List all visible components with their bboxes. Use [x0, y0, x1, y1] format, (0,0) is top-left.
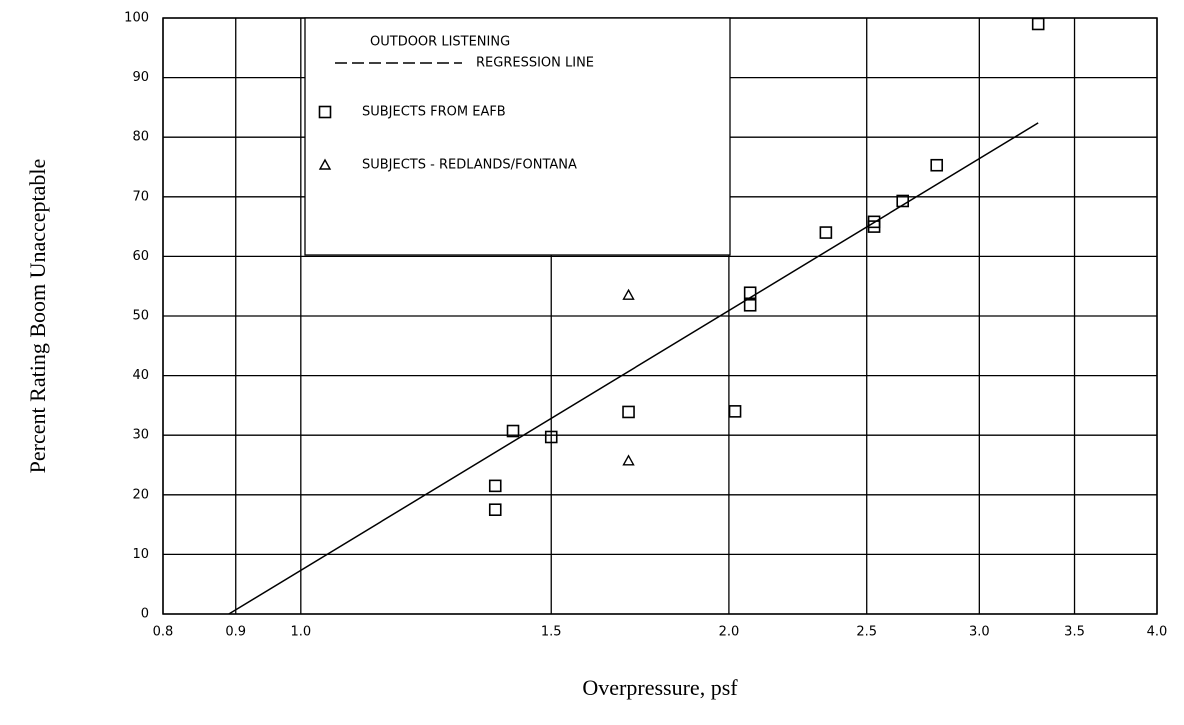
x-tick-label: 2.5	[856, 625, 877, 640]
square-marker	[867, 220, 881, 233]
y-axis-label: Percent Rating Boom Unacceptable	[25, 159, 50, 474]
square-marker	[819, 226, 833, 239]
x-tick-label: 0.8	[153, 625, 174, 640]
y-tick-label: 90	[132, 70, 149, 85]
legend-title: OUTDOOR LISTENING	[370, 35, 510, 50]
square-marker	[930, 158, 944, 172]
x-tick-label: 4.0	[1147, 625, 1168, 640]
square-marker	[743, 286, 757, 300]
x-tick-label: 2.0	[719, 625, 740, 640]
y-tick-label: 80	[132, 130, 149, 145]
y-tick-label: 30	[132, 428, 149, 443]
square-marker	[318, 105, 332, 119]
square-marker	[544, 430, 558, 444]
y-tick-label: 20	[132, 487, 149, 502]
square-marker	[743, 298, 757, 312]
y-tick-label: 0	[141, 607, 149, 622]
square-marker	[488, 479, 502, 493]
legend-label: REGRESSION LINE	[476, 56, 594, 71]
x-axis-label: Overpressure, psf	[582, 675, 738, 700]
legend-label: SUBJECTS - REDLANDS/FONTANA	[362, 158, 577, 173]
triangle-marker	[318, 158, 332, 170]
x-tick-label: 3.0	[969, 625, 990, 640]
y-tick-label: 70	[132, 189, 149, 204]
x-tick-label: 0.9	[225, 625, 246, 640]
x-tick-label: 3.5	[1064, 625, 1085, 640]
x-tick-label: 1.0	[290, 625, 311, 640]
y-tick-label: 60	[132, 249, 149, 264]
y-tick-label: 50	[132, 309, 149, 324]
regression-line	[228, 122, 1039, 615]
square-marker	[488, 503, 502, 517]
square-marker	[896, 194, 910, 208]
y-tick-label: 100	[124, 11, 149, 26]
legend-box	[304, 17, 731, 256]
x-tick-label: 1.5	[541, 625, 562, 640]
triangle-marker	[622, 288, 635, 300]
square-marker	[1031, 17, 1045, 31]
y-tick-label: 40	[132, 368, 149, 383]
square-marker	[622, 405, 635, 419]
square-marker	[728, 405, 742, 418]
legend-label: SUBJECTS FROM EAFB	[362, 105, 506, 120]
square-marker	[506, 424, 520, 438]
y-tick-label: 10	[132, 547, 149, 562]
triangle-marker	[622, 454, 635, 466]
